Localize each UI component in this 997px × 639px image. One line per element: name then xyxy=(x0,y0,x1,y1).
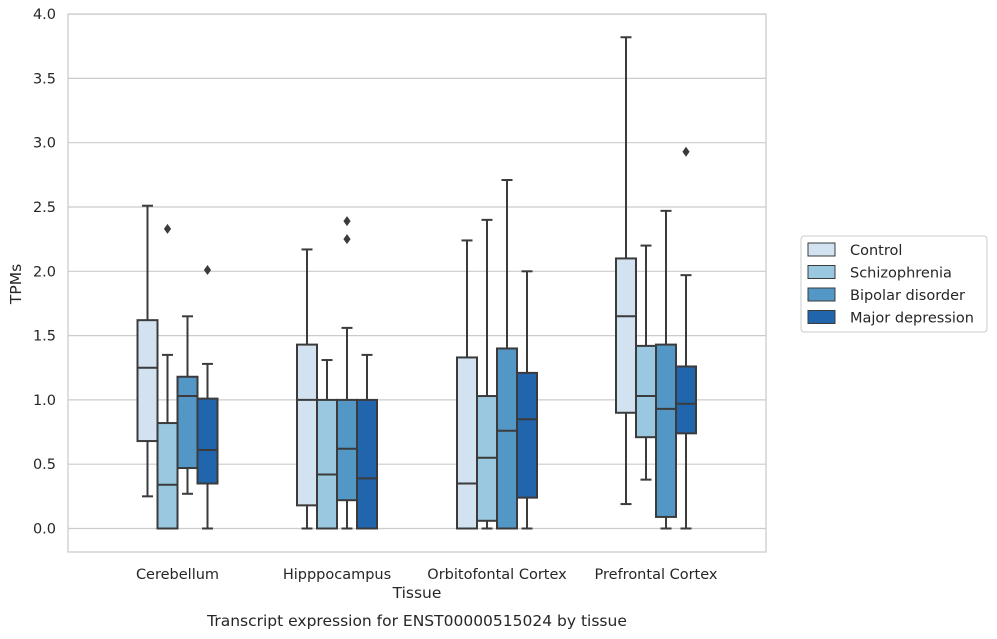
box-group xyxy=(496,178,518,530)
chart-title: Transcript expression for ENST0000051502… xyxy=(206,612,627,630)
outlier-marker xyxy=(343,234,351,245)
x-tick-label: Hipppocampus xyxy=(283,567,391,583)
box xyxy=(615,257,637,414)
box-series xyxy=(136,36,697,530)
legend-swatch xyxy=(807,242,836,257)
box xyxy=(516,371,538,499)
box xyxy=(176,375,199,470)
box-group xyxy=(196,265,219,530)
box-group xyxy=(615,36,637,506)
y-tick-label: 0.5 xyxy=(33,457,56,473)
box-group xyxy=(356,353,378,530)
outlier-marker xyxy=(163,223,172,234)
box xyxy=(456,356,478,530)
y-tick-label: 1.5 xyxy=(33,329,56,345)
box-group xyxy=(296,248,318,530)
box xyxy=(675,365,697,435)
legend-label: Control xyxy=(850,243,902,259)
legend-label: Major depression xyxy=(850,311,974,327)
x-tick-label: Orbitofontal Cortex xyxy=(427,567,567,583)
y-tick-label: 3.0 xyxy=(33,136,56,152)
y-tick-label: 4.0 xyxy=(33,7,56,23)
box xyxy=(336,398,358,502)
box xyxy=(296,343,318,507)
y-tick-label: 1.0 xyxy=(33,393,56,409)
box xyxy=(356,398,378,530)
plot-frame xyxy=(67,13,767,553)
box-group xyxy=(156,223,179,530)
box-group xyxy=(476,218,498,530)
box xyxy=(496,347,518,530)
x-tick-label: Cerebellum xyxy=(136,567,219,583)
box-group xyxy=(456,239,478,530)
box xyxy=(316,398,338,530)
legend-label: Bipolar disorder xyxy=(850,288,965,304)
box-group xyxy=(336,216,358,530)
x-tick-labels: Cerebellum Hipppocampus Orbitofontal Corte… xyxy=(136,567,718,583)
box xyxy=(196,397,219,485)
box-group xyxy=(675,146,697,530)
outlier-marker xyxy=(203,265,212,276)
box xyxy=(635,344,657,439)
box-group xyxy=(316,359,338,530)
legend-swatch xyxy=(807,265,836,279)
box-group xyxy=(136,204,159,498)
legend-swatch xyxy=(807,310,836,324)
y-tick-label: 2.0 xyxy=(33,264,56,280)
y-tick-label: 0.0 xyxy=(33,522,56,538)
box xyxy=(655,343,677,518)
legend-frame xyxy=(800,235,988,333)
y-tick-label: 2.5 xyxy=(33,200,56,216)
legend-label: Schizophrenia xyxy=(850,266,952,282)
box-group xyxy=(516,270,538,530)
box-group xyxy=(635,244,657,481)
x-axis-label: Tissue xyxy=(392,584,442,602)
legend: Control Schizophrenia Bipolar disorder Majo… xyxy=(800,235,988,333)
y-tick-label: 3.5 xyxy=(33,71,56,87)
box-group xyxy=(176,315,199,495)
box xyxy=(136,319,159,443)
outlier-marker xyxy=(343,216,351,227)
box xyxy=(156,422,179,530)
x-tick-label: Prefrontal Cortex xyxy=(595,567,718,583)
y-axis-label: TPMs xyxy=(7,264,25,305)
legend-swatch xyxy=(807,287,836,302)
y-tick-labels: 0.0 0.5 1.0 1.5 2.0 2.5 3.0 3.5 4.0 xyxy=(33,7,56,537)
box-group xyxy=(655,209,677,530)
outlier-marker xyxy=(682,146,690,157)
